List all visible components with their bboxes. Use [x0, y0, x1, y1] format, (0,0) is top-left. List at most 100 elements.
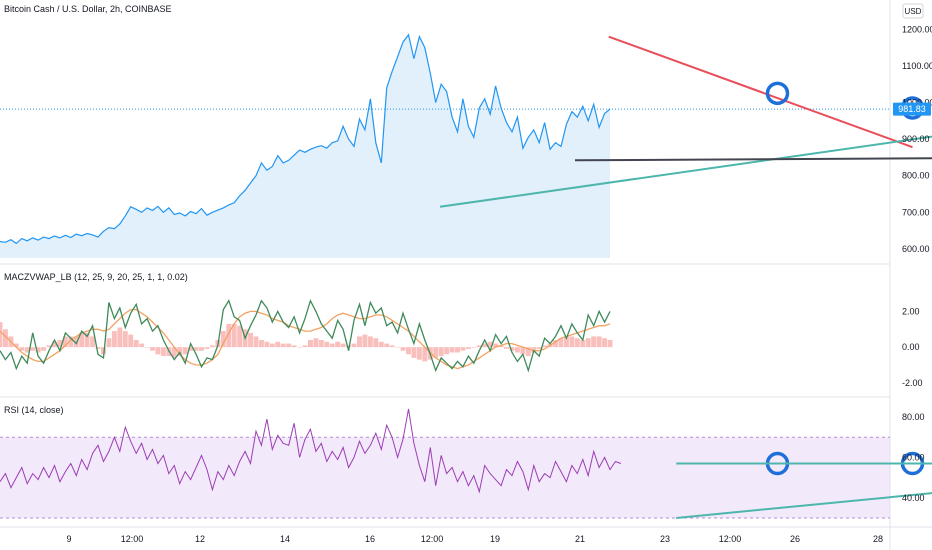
macd-line	[0, 298, 611, 373]
time-tick-label: 14	[280, 534, 290, 544]
rsi-tick-label: 80.00	[902, 412, 925, 422]
macd-histogram-bar	[171, 347, 177, 358]
rsi-line	[0, 408, 622, 494]
time-tick-label: 12:00	[421, 534, 444, 544]
macd-histogram-bar	[520, 347, 526, 355]
macd-histogram-bar	[133, 340, 139, 348]
trend-line[interactable]	[439, 115, 932, 208]
macd-histogram-bar	[569, 336, 575, 348]
macd-tick-label: 0.00	[902, 342, 920, 352]
macd-histogram-bar	[307, 340, 313, 348]
macd-histogram-bar	[487, 341, 493, 348]
time-tick-label: 16	[365, 534, 375, 544]
macd-histogram-bar	[580, 340, 586, 348]
macd-histogram-bar	[433, 347, 439, 358]
time-tick-label: 19	[490, 534, 500, 544]
macd-histogram-bar	[199, 347, 204, 351]
macd-histogram-bar	[117, 327, 123, 348]
macd-tick-label: -2.00	[902, 378, 923, 388]
price-tick-label: 1200.00	[902, 24, 932, 34]
price-tick-label: 1100.00	[902, 61, 932, 71]
macd-histogram-bar	[111, 331, 117, 348]
macd-histogram-bar	[122, 331, 128, 348]
macd-histogram-bar	[563, 336, 569, 348]
macd-histogram-bar	[542, 345, 548, 348]
macd-histogram-bar	[264, 341, 270, 348]
macd-histogram-bar	[536, 347, 542, 349]
macd-axis: 2.00 0.00 -2.00	[902, 306, 923, 387]
rsi-tick-label: 40.00	[902, 493, 925, 503]
rsi-axis: 80.00 60.00 40.00	[902, 412, 925, 503]
macd-histogram-bar	[128, 334, 134, 348]
macd-histogram-bar	[509, 347, 515, 351]
macd-histogram-bar	[209, 345, 215, 348]
time-tick-label: 12:00	[121, 534, 144, 544]
macd-histogram-bar	[525, 347, 531, 357]
macd-histogram-bar	[389, 345, 395, 348]
support-line[interactable]	[574, 157, 932, 162]
macd-histogram-bar	[422, 347, 428, 362]
macd-histogram-bar	[269, 343, 275, 348]
macd-histogram-bar	[24, 347, 30, 353]
macd-histogram-bar	[607, 340, 613, 348]
macd-histogram-bar	[558, 338, 564, 348]
macd-histogram-bar	[155, 347, 161, 355]
macd-histogram-bar	[248, 332, 253, 348]
macd-histogram-bar	[460, 347, 466, 351]
currency-label: USD	[905, 7, 922, 16]
rsi-tick-label: 60.00	[902, 452, 925, 462]
price-area-fill	[0, 34, 610, 258]
macd-histogram-bar	[367, 336, 373, 348]
macd-histogram-bar	[411, 347, 417, 358]
rsi-panel[interactable]: RSI (14, close) 80.00 60.00 40.00	[0, 405, 932, 519]
trend-line[interactable]	[608, 35, 913, 149]
macd-histogram-bar	[258, 340, 264, 348]
macd-histogram-bar	[395, 347, 401, 348]
macd-histogram-bar	[504, 347, 509, 349]
macd-histogram-bar	[144, 347, 150, 348]
macd-histogram-bar	[220, 331, 226, 348]
macd-histogram-bar	[449, 347, 455, 353]
rsi-band-fill	[0, 437, 890, 518]
macd-histogram-bar	[19, 347, 25, 351]
macd-histogram-bar	[84, 332, 90, 348]
macd-histogram-bar	[52, 341, 57, 348]
macd-histogram-bar	[471, 347, 477, 348]
price-axis: 1200.00 1100.00 1000.00 900.00 800.00 700.00 6…	[902, 24, 932, 254]
price-tick-label: 600.00	[902, 244, 930, 254]
macd-histogram	[0, 322, 613, 362]
macd-histogram-bar	[231, 323, 237, 348]
macd-histogram-bar	[340, 343, 346, 348]
macd-histogram-bar	[465, 347, 471, 349]
time-tick-label: 23	[660, 534, 670, 544]
macd-histogram-bar	[444, 347, 450, 355]
macd-histogram-bar	[335, 341, 341, 348]
macd-histogram-bar	[591, 336, 597, 348]
macd-histogram-bar	[193, 347, 199, 351]
macd-histogram-bar	[406, 347, 411, 355]
currency-box[interactable]	[902, 3, 924, 19]
macd-panel[interactable]: MACZVWAP_LB (12, 25, 9, 20, 25, 1, 1, 0.…	[0, 272, 932, 388]
time-tick-label: 12:00	[719, 534, 742, 544]
macd-histogram-bar	[280, 343, 286, 348]
macd-histogram-bar	[2, 329, 8, 348]
macd-histogram-bar	[476, 345, 482, 348]
macd-histogram-bar	[357, 336, 362, 348]
trend-line[interactable]	[676, 492, 932, 519]
macd-histogram-bar	[346, 345, 352, 348]
macd-histogram-bar	[139, 343, 145, 348]
macd-histogram-bar	[46, 345, 52, 348]
macd-histogram-bar	[73, 336, 79, 348]
rsi-title: RSI (14, close)	[4, 405, 64, 415]
macd-histogram-bar	[35, 347, 41, 353]
macd-histogram-bar	[182, 347, 188, 355]
price-panel[interactable]: Bitcoin Cash / U.S. Dollar, 2h, COINBASE…	[0, 3, 932, 258]
time-tick-label: 12	[195, 534, 205, 544]
macd-histogram-bar	[602, 338, 608, 348]
macd-histogram-bar	[253, 336, 259, 348]
macd-histogram-bar	[493, 343, 499, 348]
highlight-circle[interactable]	[765, 81, 790, 106]
macd-histogram-bar	[596, 336, 602, 348]
macd-histogram-bar	[384, 343, 390, 348]
